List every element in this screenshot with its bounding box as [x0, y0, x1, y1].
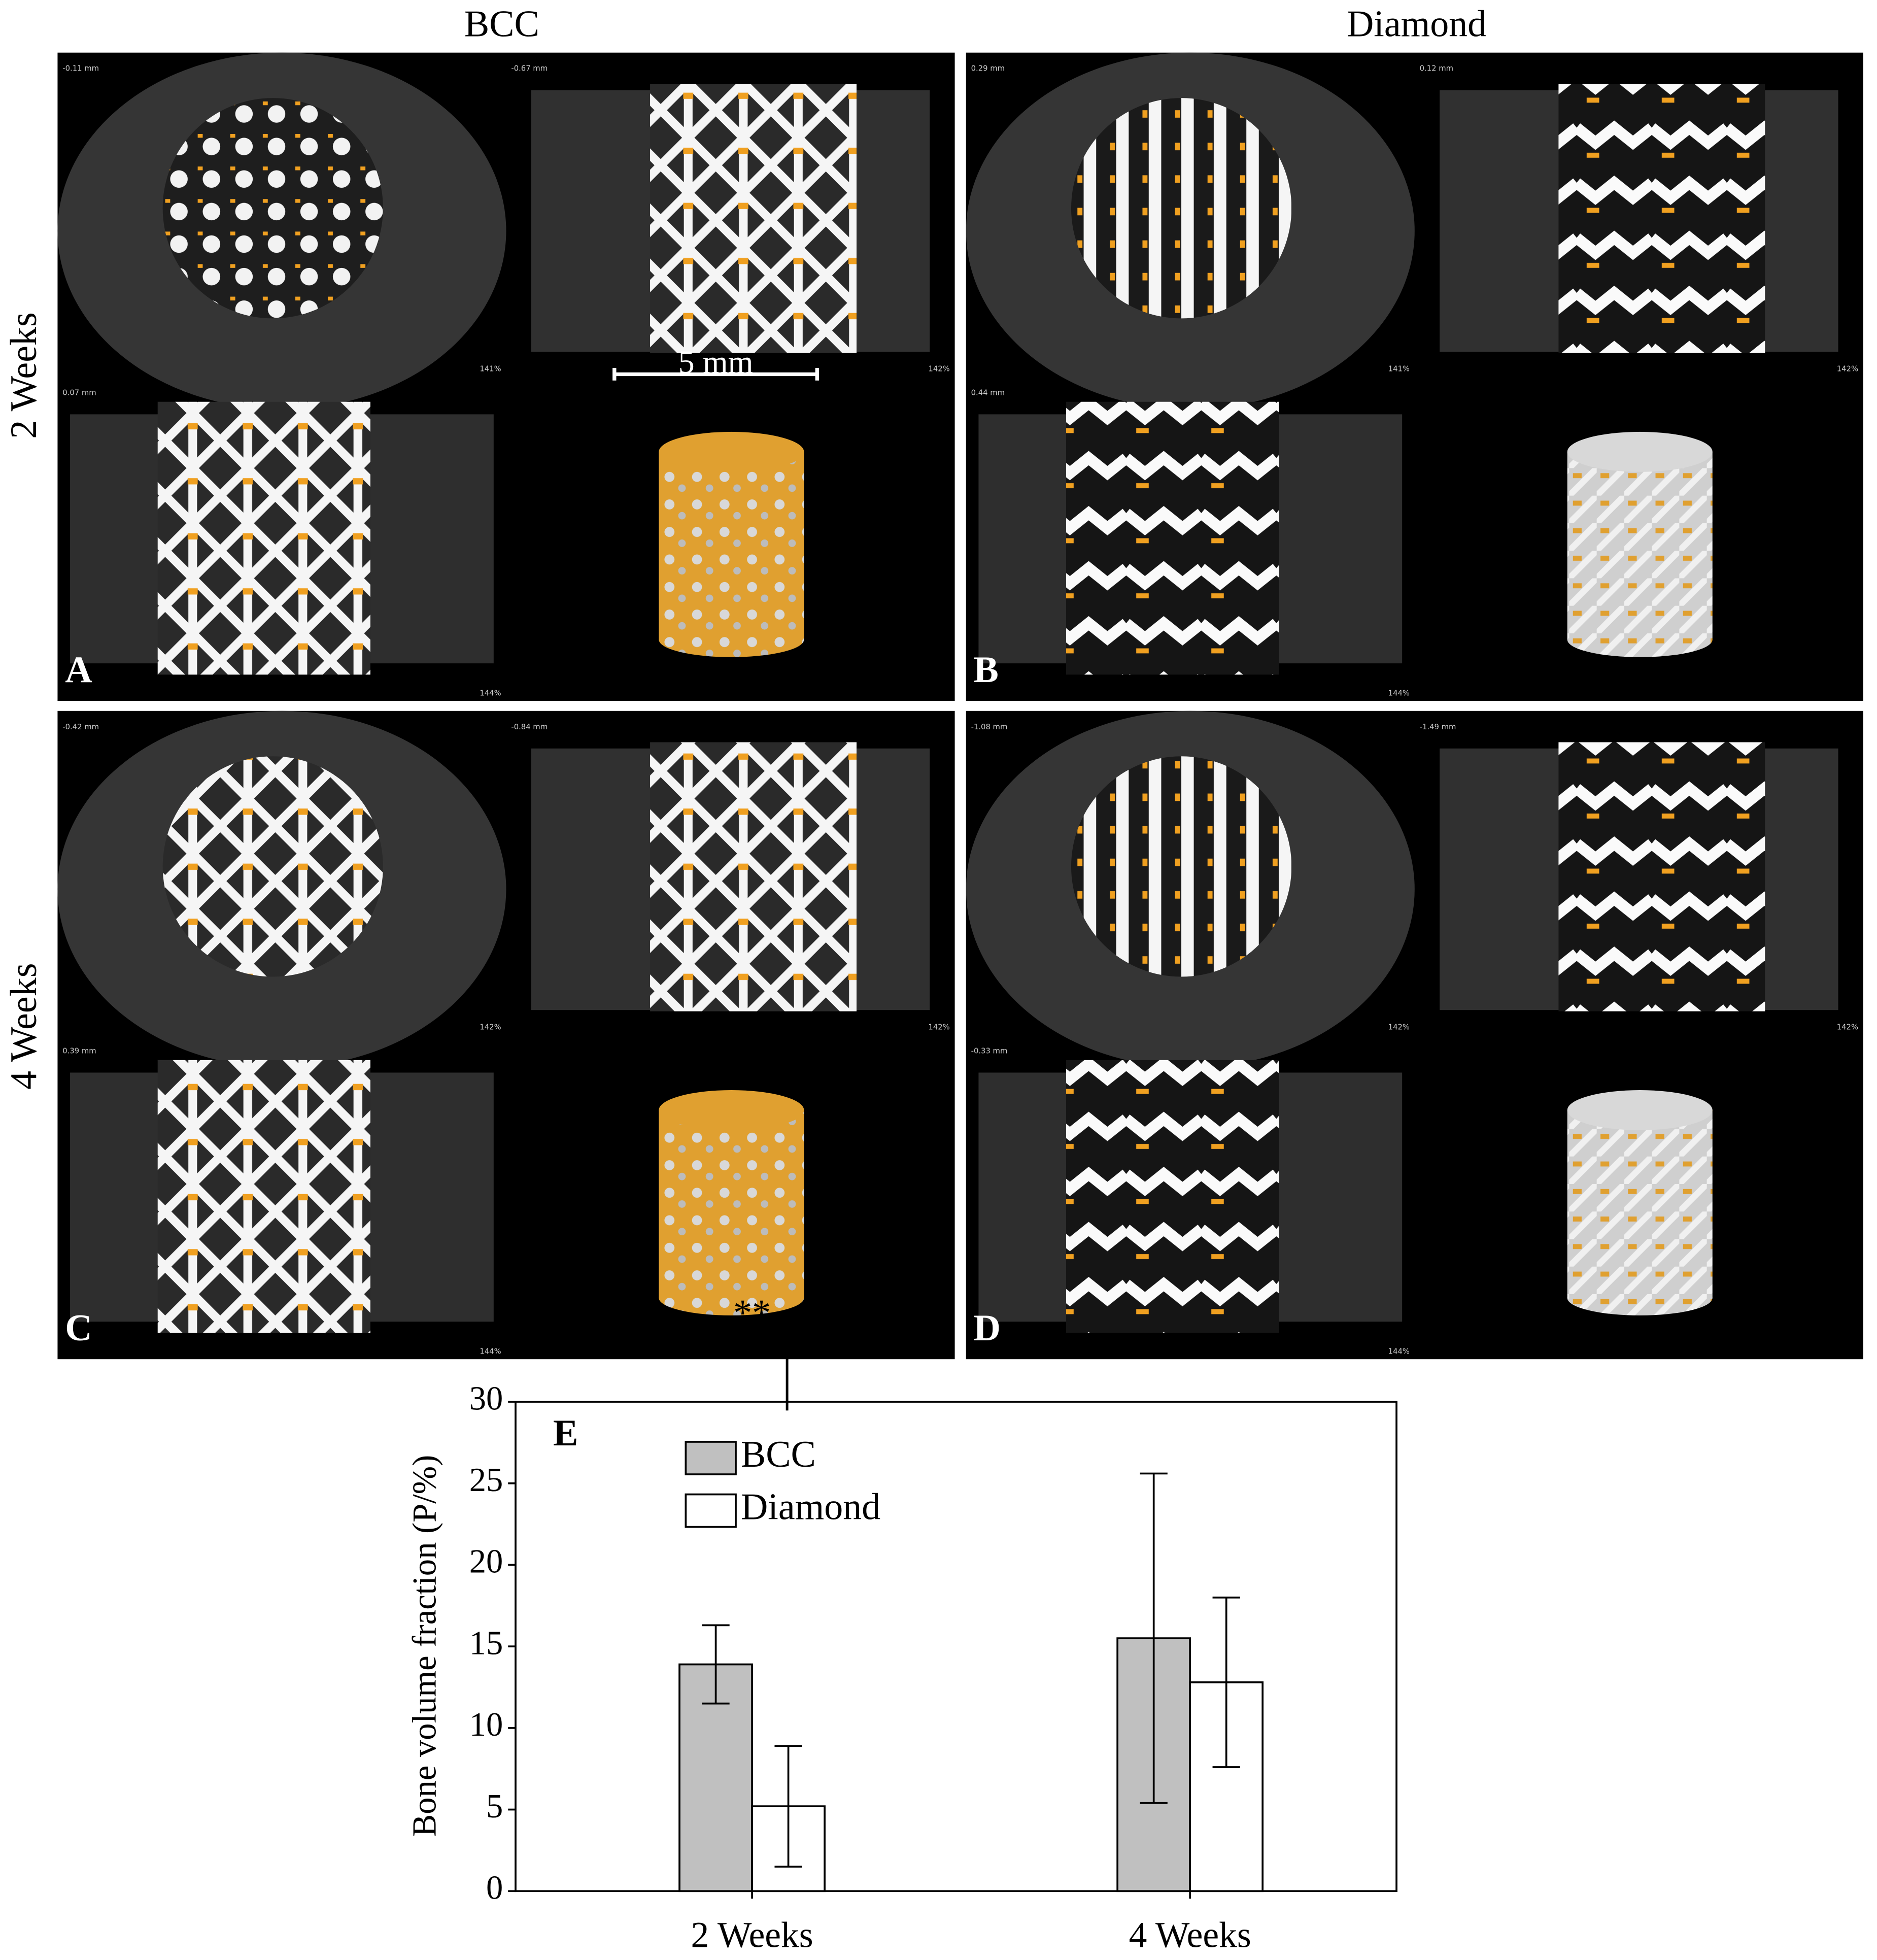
ct-panel: -1.08 mm -1.49 mm -0.33 mm 142% 142% 144% D [966, 711, 1863, 1360]
viewport-zoom: 141% [480, 365, 501, 374]
x-tick-label: 2 Weeks [691, 1915, 813, 1955]
ct-panel: 0.29 mm 0.12 mm 0.44 mm 141% 142% 144% B [966, 52, 1863, 701]
viewport-readout: 0.39 mm [62, 1047, 96, 1056]
scale-bar-label: 5 mm [678, 344, 754, 380]
scaffold-3d [1567, 622, 1713, 657]
scaffold-cross-section [1071, 98, 1292, 319]
row-label: 2 Weeks [3, 312, 45, 438]
panel-letter: C [65, 1307, 92, 1349]
viewport-readout: -0.33 mm [971, 1047, 1008, 1056]
viewport-readout: -0.11 mm [62, 64, 99, 73]
viewport-zoom: 142% [480, 1023, 501, 1032]
viewport-zoom: 142% [928, 1023, 949, 1032]
viewport-readout: 0.29 mm [971, 64, 1005, 73]
legend-swatch [685, 1493, 737, 1528]
viewport-readout: -1.49 mm [1420, 723, 1456, 731]
error-bar [774, 1745, 802, 1868]
y-tick-label: 20 [469, 1543, 503, 1580]
significance-label: ** [733, 1292, 771, 1334]
scaffold-3d [1567, 452, 1713, 640]
legend-label: BCC [741, 1434, 816, 1475]
scaffold-3d [659, 622, 804, 657]
bar-chart: ** E Bone volume fraction (P/%) 0 5 10 15 20… [406, 1292, 1397, 1955]
panel-letter: B [974, 649, 999, 691]
y-axis-label: Bone volume fraction (P/%) [406, 1455, 443, 1837]
viewport-readout: -1.08 mm [971, 723, 1008, 731]
error-bar [702, 1624, 730, 1705]
scaffold-3d [659, 1280, 804, 1315]
scaffold-3d [659, 1110, 804, 1298]
scaffold-3d [659, 452, 804, 640]
viewport-readout: 0.07 mm [62, 388, 96, 397]
legend-label: Diamond [741, 1486, 880, 1528]
scaffold-3d-top [659, 431, 804, 472]
plot-frame [515, 1401, 1397, 1893]
viewport-zoom: 142% [1837, 1023, 1858, 1032]
micro-ct-panels: -0.11 mm -0.67 mm 0.07 mm 141% 142% 144% A 0.29… [57, 52, 1863, 1360]
viewport-readout: 0.44 mm [971, 388, 1005, 397]
scaffold-side-view [650, 742, 857, 1011]
column-label: BCC [464, 3, 539, 45]
viewport-zoom: 142% [1837, 365, 1858, 374]
scaffold-side-view [157, 1060, 370, 1333]
column-label: Diamond [1347, 3, 1486, 45]
scale-bar: 5 mm [612, 344, 819, 381]
viewport-zoom: 144% [480, 1347, 501, 1356]
scaffold-side-view [1066, 401, 1279, 675]
y-tick-label: 0 [486, 1870, 503, 1907]
scaffold-3d-top [1567, 1090, 1713, 1130]
panel-letter: D [974, 1307, 1001, 1349]
scaffold-cross-section [162, 756, 383, 977]
y-tick-label: 30 [469, 1380, 503, 1417]
scaffold-3d [1567, 1110, 1713, 1298]
viewport-zoom: 142% [928, 365, 949, 374]
viewport-zoom: 141% [1388, 365, 1410, 374]
viewport-readout: -0.42 mm [62, 723, 99, 731]
scaffold-3d [1567, 1280, 1713, 1315]
legend-swatch [685, 1441, 737, 1475]
scaffold-side-view [1558, 84, 1765, 353]
ct-panel: -0.42 mm -0.84 mm 0.39 mm 142% 142% 144% C [57, 711, 955, 1360]
viewport-zoom: 144% [480, 689, 501, 697]
scaffold-3d-top [659, 1090, 804, 1130]
row-label: 4 Weeks [3, 963, 45, 1090]
panel-letter: A [65, 649, 92, 691]
viewport-readout: -0.84 mm [511, 723, 548, 731]
ct-panel: -0.11 mm -0.67 mm 0.07 mm 141% 142% 144% A [57, 52, 955, 701]
y-tick-label: 15 [469, 1625, 503, 1662]
scaffold-side-view [650, 84, 857, 353]
x-tick-label: 4 Weeks [1129, 1915, 1251, 1955]
error-bar [1212, 1596, 1240, 1768]
error-bar [1140, 1472, 1168, 1804]
panel-letter: E [553, 1412, 578, 1454]
scaffold-3d-top [1567, 431, 1713, 472]
y-tick-label: 10 [469, 1706, 503, 1743]
viewport-readout: -0.67 mm [511, 64, 548, 73]
scale-bar-line [612, 368, 819, 381]
y-tick-label: 25 [469, 1462, 503, 1499]
scaffold-side-view [1066, 1060, 1279, 1333]
viewport-zoom: 144% [1388, 1347, 1410, 1356]
viewport-readout: 0.12 mm [1420, 64, 1453, 73]
scaffold-side-view [157, 401, 370, 675]
y-tick-label: 5 [486, 1788, 503, 1825]
scaffold-cross-section [1071, 756, 1292, 977]
scaffold-side-view [1558, 742, 1765, 1011]
viewport-zoom: 142% [1388, 1023, 1410, 1032]
significance-bracket [715, 1335, 789, 1411]
viewport-zoom: 144% [1388, 689, 1410, 697]
scaffold-cross-section [162, 98, 383, 319]
